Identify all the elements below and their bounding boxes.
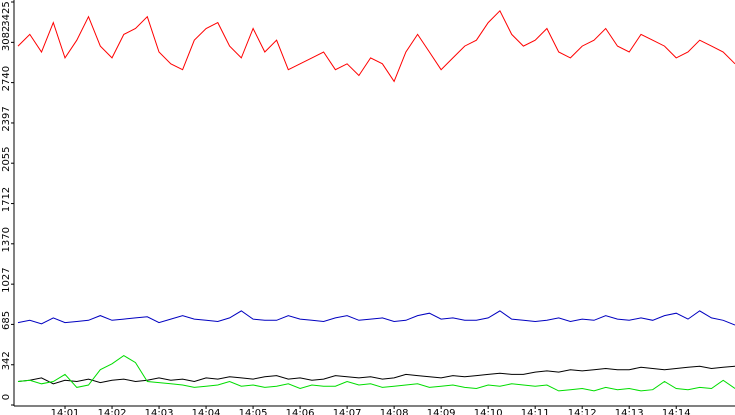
- y-tick-label: 685: [1, 311, 12, 330]
- x-tick-label: 14:13: [615, 408, 644, 415]
- y-tick-label: 2740: [1, 66, 12, 91]
- x-tick-label: 14:01: [51, 408, 80, 415]
- x-tick-label: 14:09: [427, 408, 456, 415]
- x-tick-label: 14:10: [474, 408, 503, 415]
- y-tick-label: 1370: [1, 227, 12, 252]
- x-tick-label: 14:03: [145, 408, 174, 415]
- y-tick-label: 3425: [1, 1, 12, 26]
- x-tick-label: 14:05: [239, 408, 268, 415]
- series-line: [17, 310, 735, 326]
- x-tick-label: 14:08: [380, 408, 409, 415]
- y-tick-label: 2397: [1, 106, 12, 131]
- x-tick-label: 14:06: [286, 408, 315, 415]
- y-tick-label: 3082: [1, 26, 12, 51]
- y-tick-label: 1712: [1, 187, 12, 212]
- x-tick-label: 14:04: [192, 408, 221, 415]
- y-tick-label: 2055: [1, 146, 12, 171]
- x-tick-label: 14:12: [568, 408, 597, 415]
- x-tick-label: 14:14: [662, 408, 691, 415]
- x-tick-label: 14:02: [98, 408, 127, 415]
- series-line: [17, 9, 735, 83]
- y-tick-label: 342: [1, 351, 12, 370]
- x-tick-label: 14:07: [333, 408, 362, 415]
- y-tick-label: 0: [1, 394, 12, 400]
- series-line: [17, 365, 735, 385]
- y-tick-label: 1027: [1, 267, 12, 292]
- series-line: [17, 355, 735, 392]
- x-tick-label: 14:11: [521, 408, 550, 415]
